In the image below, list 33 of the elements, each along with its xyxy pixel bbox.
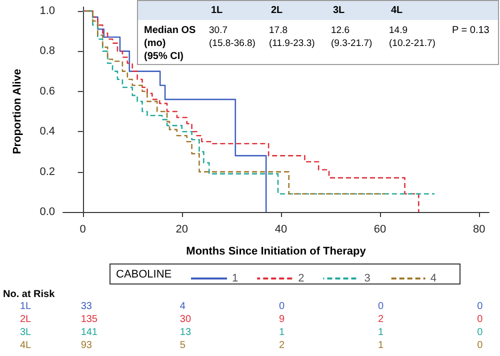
annotation: 3L	[333, 4, 345, 17]
legend-label: 1	[232, 272, 238, 284]
text: 3L 141 13 1 1 0	[20, 327, 483, 338]
legend-label: 3	[364, 272, 370, 284]
annotation: 14.9 (10.2-21.7)	[389, 24, 436, 50]
x-tick-label: 80	[472, 224, 486, 236]
y-tick-label: 0.4	[40, 126, 55, 138]
annotation: 2L	[271, 4, 283, 17]
text: No. at Risk	[3, 289, 56, 300]
y-tick-label: 0.6	[40, 85, 55, 98]
x-tick-label: 40	[274, 224, 288, 236]
annotation: 30.7 (15.8-36.8)	[209, 24, 256, 50]
legend-label: 4	[430, 272, 436, 284]
y-tick-label: 0.8	[40, 45, 55, 58]
text: 4L 93 5 2 1 0	[20, 340, 483, 351]
x-tick-label: 20	[176, 224, 188, 236]
y-axis-title: Proportion Alive	[12, 68, 24, 154]
text: 1L 33 4 0 0 0	[20, 301, 483, 312]
annotation: 4L	[391, 4, 403, 17]
legend-title: CABOLINE	[116, 268, 172, 280]
x-tick-label: 60	[374, 224, 386, 236]
annotation: P = 0.13	[452, 24, 490, 37]
text: 2L 135 30 9 2 0	[20, 314, 483, 325]
annotation: 12.6 (9.3-21.7)	[331, 24, 372, 50]
x-tick-label: 0	[80, 224, 86, 236]
y-tick-label: 0.0	[40, 206, 55, 218]
annotation: Median OS (mo) (95% CI)	[144, 24, 196, 63]
x-axis-title: Months Since Initiation of Therapy	[186, 246, 367, 258]
annotation: 1L	[211, 4, 223, 17]
y-tick-label: 1.0	[40, 5, 55, 18]
y-tick-label: 0.2	[40, 166, 55, 178]
annotation: 17.8 (11.9-23.3)	[269, 24, 315, 50]
legend-label: 2	[298, 272, 304, 284]
